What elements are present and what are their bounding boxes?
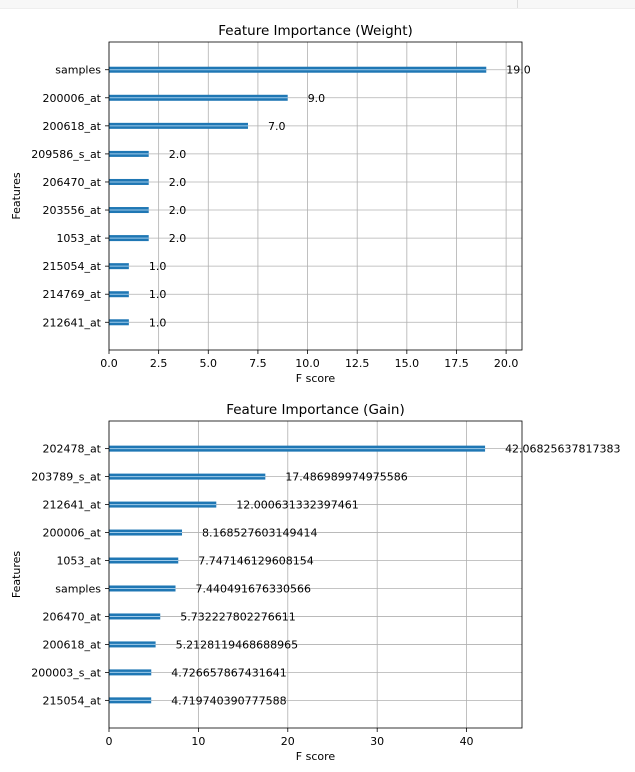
x-tick-label: 20 [281, 735, 295, 748]
data-label: 7.0 [268, 120, 286, 133]
x-tick-label: 7.5 [249, 357, 267, 370]
data-label: 1.0 [149, 288, 167, 301]
data-label: 2.0 [169, 204, 187, 217]
data-label: 9.0 [308, 92, 326, 105]
x-tick-label: 0.0 [100, 357, 118, 370]
x-tick-label: 15.0 [395, 357, 420, 370]
data-label: 7.440491676330566 [196, 582, 311, 595]
y-tick-label: 1053_at [56, 232, 101, 245]
data-label: 2.0 [169, 148, 187, 161]
y-tick-label: 200003_s_at [31, 666, 101, 679]
plot-frame [108, 41, 523, 351]
data-label: 5.732227802276611 [180, 610, 295, 623]
data-label: 12.000631332397461 [236, 499, 358, 512]
x-tick-label: 5.0 [200, 357, 218, 370]
x-tick-label: 10 [191, 735, 205, 748]
chart-title: Feature Importance (Weight) [218, 23, 413, 39]
y-tick-label: 202478_at [42, 443, 101, 456]
data-label: 17.486989974975586 [285, 471, 407, 484]
top-strip-divider [517, 0, 518, 8]
plot-area [109, 42, 522, 350]
x-tick-label: 30 [370, 735, 384, 748]
data-label: 19.0 [506, 64, 531, 77]
x-tick-label: 20.0 [494, 357, 519, 370]
x-axis-label: F score [296, 750, 336, 763]
chart-title: Feature Importance (Gain) [226, 402, 405, 418]
y-tick-label: samples [55, 64, 101, 77]
x-tick-label: 10.0 [295, 357, 320, 370]
x-tick-label: 17.5 [444, 357, 469, 370]
data-label: 8.168527603149414 [202, 527, 317, 540]
y-tick-label: 212641_at [42, 499, 101, 512]
data-label: 42.06825637817383 [505, 443, 620, 456]
y-tick-label: 215054_at [42, 694, 101, 707]
y-tick-label: 206470_at [42, 176, 101, 189]
y-tick-label: 215054_at [42, 260, 101, 273]
data-label: 2.0 [169, 176, 187, 189]
y-tick-label: 1053_at [56, 555, 101, 568]
x-tick-label: 40 [460, 735, 474, 748]
y-tick-label: 200618_at [42, 120, 101, 133]
y-tick-label: 212641_at [42, 316, 101, 329]
y-tick-label: 200006_at [42, 92, 101, 105]
y-tick-label: 200618_at [42, 638, 101, 651]
data-label: 4.726657867431641 [171, 666, 286, 679]
y-tick-label: 206470_at [42, 610, 101, 623]
data-label: 7.747146129608154 [198, 555, 313, 568]
y-tick-label: 203789_s_at [31, 471, 101, 484]
data-label: 5.2128119468688965 [176, 638, 298, 651]
y-axis-label: Features [10, 551, 23, 599]
chart-gain-group: 0 10 20 30 40 202478_at 42.06825637817383 20378… [10, 402, 621, 763]
plot-frame [108, 420, 523, 729]
data-label: 2.0 [169, 232, 187, 245]
plot-area [109, 421, 522, 728]
x-tick-label: 12.5 [345, 357, 370, 370]
chart-weight-group: 0.0 2.5 5.0 7.5 10.0 12.5 15.0 17.5 20.0 samples 1… [10, 23, 531, 385]
y-tick-label: 203556_at [42, 204, 101, 217]
data-label: 4.719740390777588 [171, 694, 286, 707]
x-tick-label: 0 [106, 735, 113, 748]
data-label: 1.0 [149, 260, 167, 273]
y-tick-label: 214769_at [42, 288, 101, 301]
y-tick-label: samples [55, 582, 101, 595]
y-axis-label: Features [10, 172, 23, 220]
data-label: 1.0 [149, 316, 167, 329]
top-strip [0, 0, 635, 9]
x-tick-label: 2.5 [150, 357, 168, 370]
y-tick-label: 209586_s_at [31, 148, 101, 161]
y-tick-label: 200006_at [42, 527, 101, 540]
x-axis-label: F score [296, 372, 336, 385]
